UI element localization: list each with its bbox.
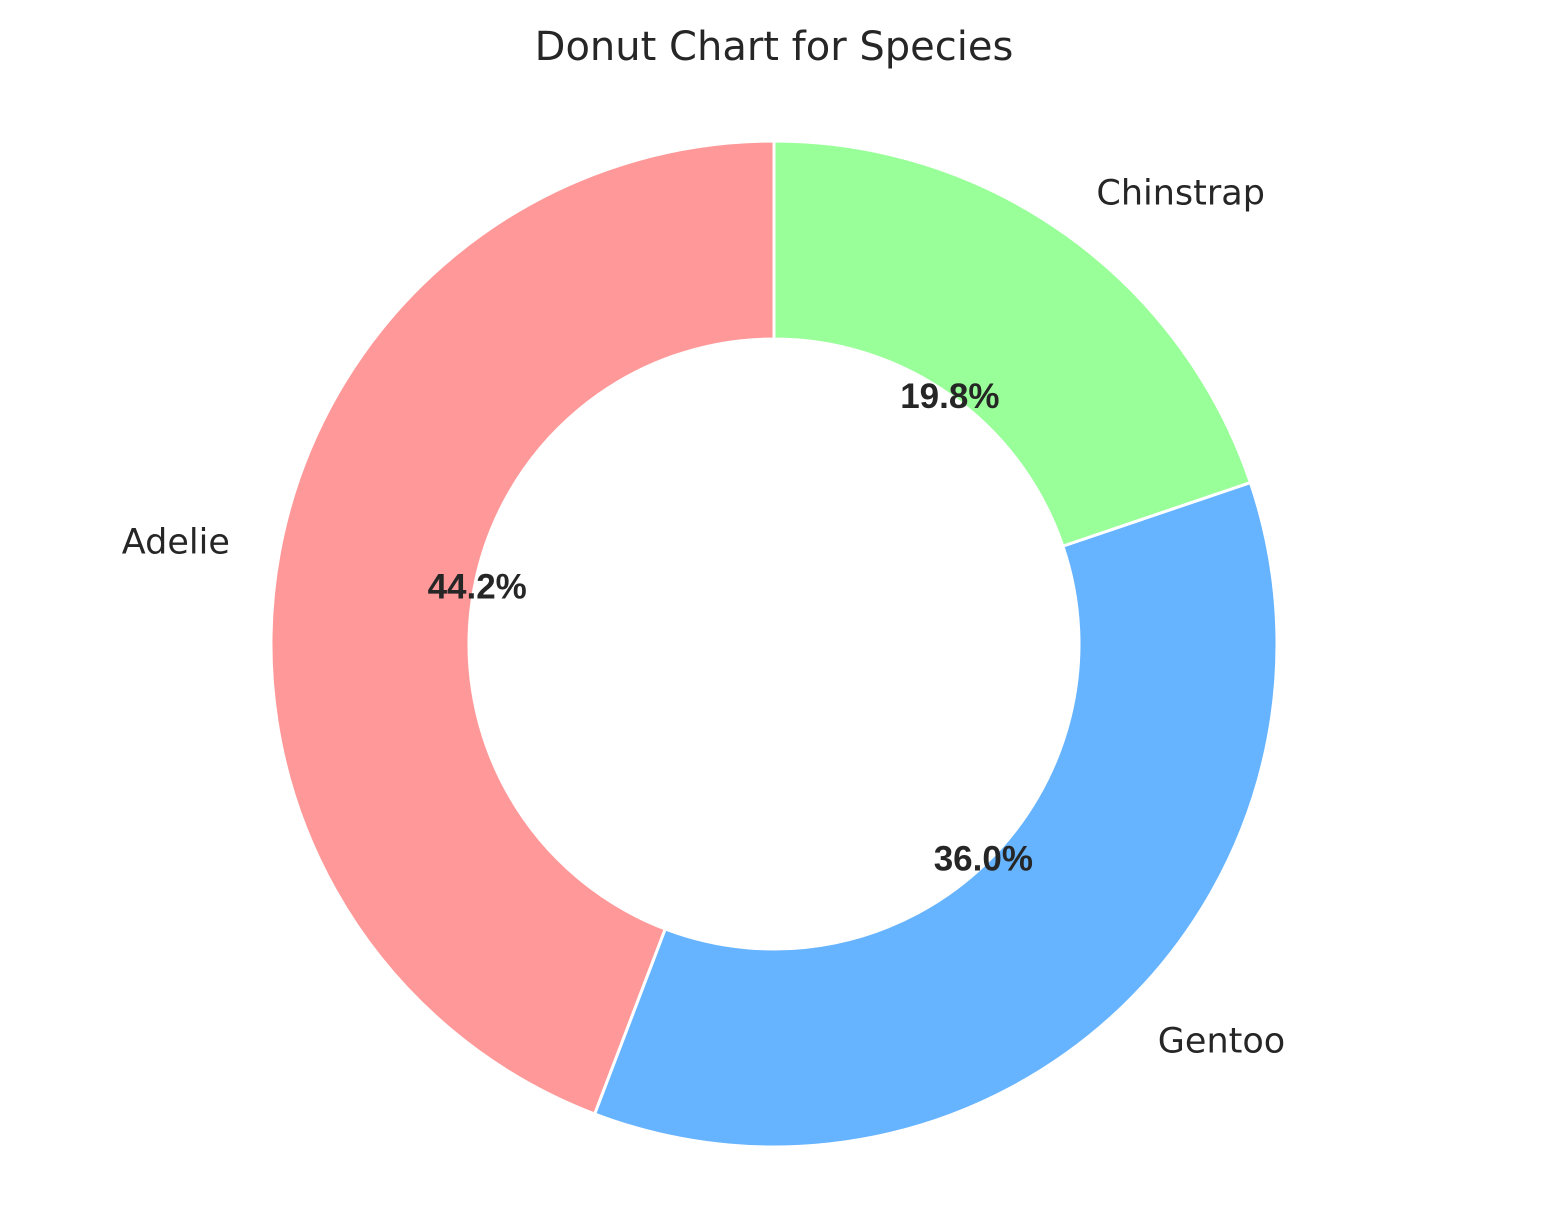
value-label-chinstrap: 19.8% [900, 377, 999, 416]
slice-label-chinstrap: Chinstrap [1096, 173, 1265, 213]
chart-title: Donut Chart for Species [534, 24, 1014, 70]
value-label-adelie: 44.2% [428, 568, 527, 607]
slice-gentoo [592, 480, 1279, 1149]
slice-label-adelie: Adelie [122, 523, 230, 563]
slice-adelie [269, 139, 776, 1116]
slice-chinstrap [772, 139, 1253, 549]
slice-label-gentoo: Gentoo [1158, 1022, 1285, 1062]
value-label-gentoo: 36.0% [934, 840, 1033, 879]
